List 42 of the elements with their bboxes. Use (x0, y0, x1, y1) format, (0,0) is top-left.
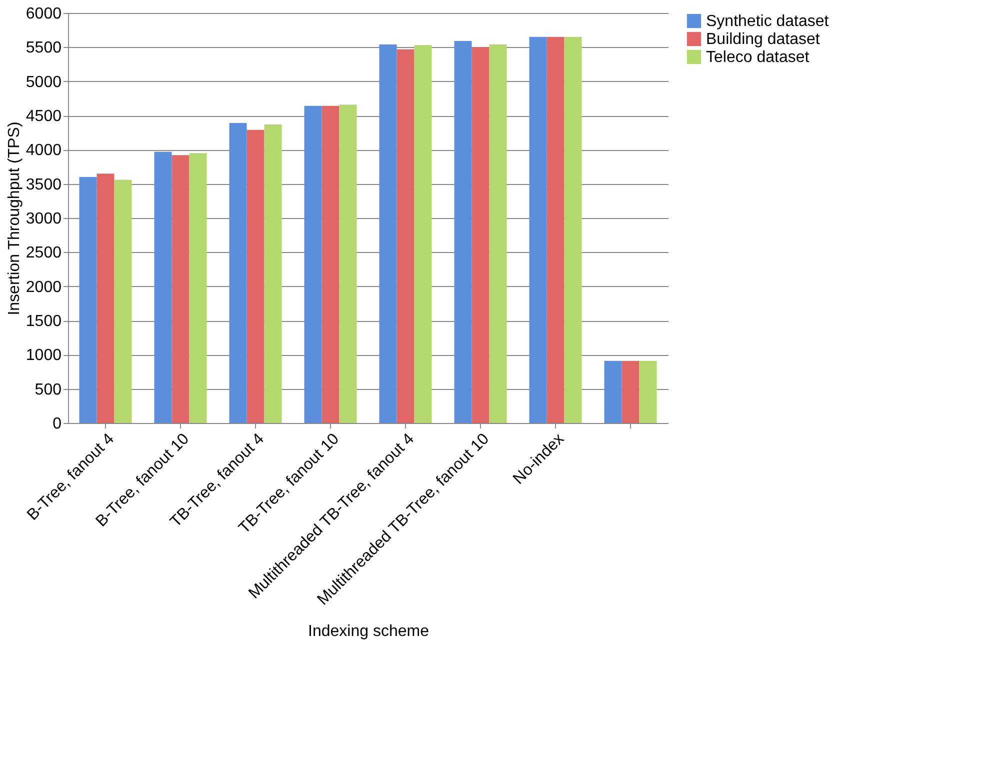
y-tick-label: 2500 (26, 244, 62, 262)
y-tick-label: 5000 (26, 74, 62, 91)
y-tick-label: 500 (34, 381, 62, 398)
legend-label: Synthetic dataset (706, 13, 830, 30)
bar (489, 44, 507, 423)
bar (172, 155, 190, 423)
bar (604, 360, 622, 423)
bar (79, 177, 97, 423)
y-tick-label: 2000 (26, 278, 62, 296)
y-tick-label: 0 (52, 416, 62, 432)
bar (564, 36, 582, 423)
y-tick-label: 3000 (26, 210, 62, 228)
bar (529, 36, 547, 423)
bar (546, 36, 564, 423)
bar (379, 44, 397, 423)
y-tick-label: 6000 (26, 6, 62, 22)
x-axis-title: Indexing scheme (308, 623, 430, 640)
bar (114, 180, 132, 423)
bar (396, 49, 414, 423)
bar (472, 47, 490, 423)
y-axis-title: Insertion Throughput (TPS) (6, 122, 23, 316)
y-tick-label: 4000 (26, 142, 62, 160)
y-tick-label: 5500 (26, 40, 62, 57)
bar (304, 106, 322, 423)
legend-label: Building dataset (706, 31, 820, 48)
bar (96, 174, 114, 423)
bar (264, 124, 282, 423)
bar (454, 41, 472, 423)
bar (639, 360, 657, 423)
bar (229, 123, 247, 423)
bar (189, 153, 207, 423)
y-tick-label: 4500 (26, 108, 62, 125)
bar (622, 360, 640, 423)
y-tick-label: 1000 (26, 347, 62, 364)
y-tick-label: 1500 (26, 313, 62, 330)
bar (414, 45, 432, 423)
bar (154, 152, 172, 423)
y-tick-label: 3500 (26, 176, 62, 194)
legend-label: Teleco dataset (706, 49, 810, 66)
bar (322, 106, 340, 423)
bar (246, 130, 264, 423)
bar (339, 104, 357, 423)
